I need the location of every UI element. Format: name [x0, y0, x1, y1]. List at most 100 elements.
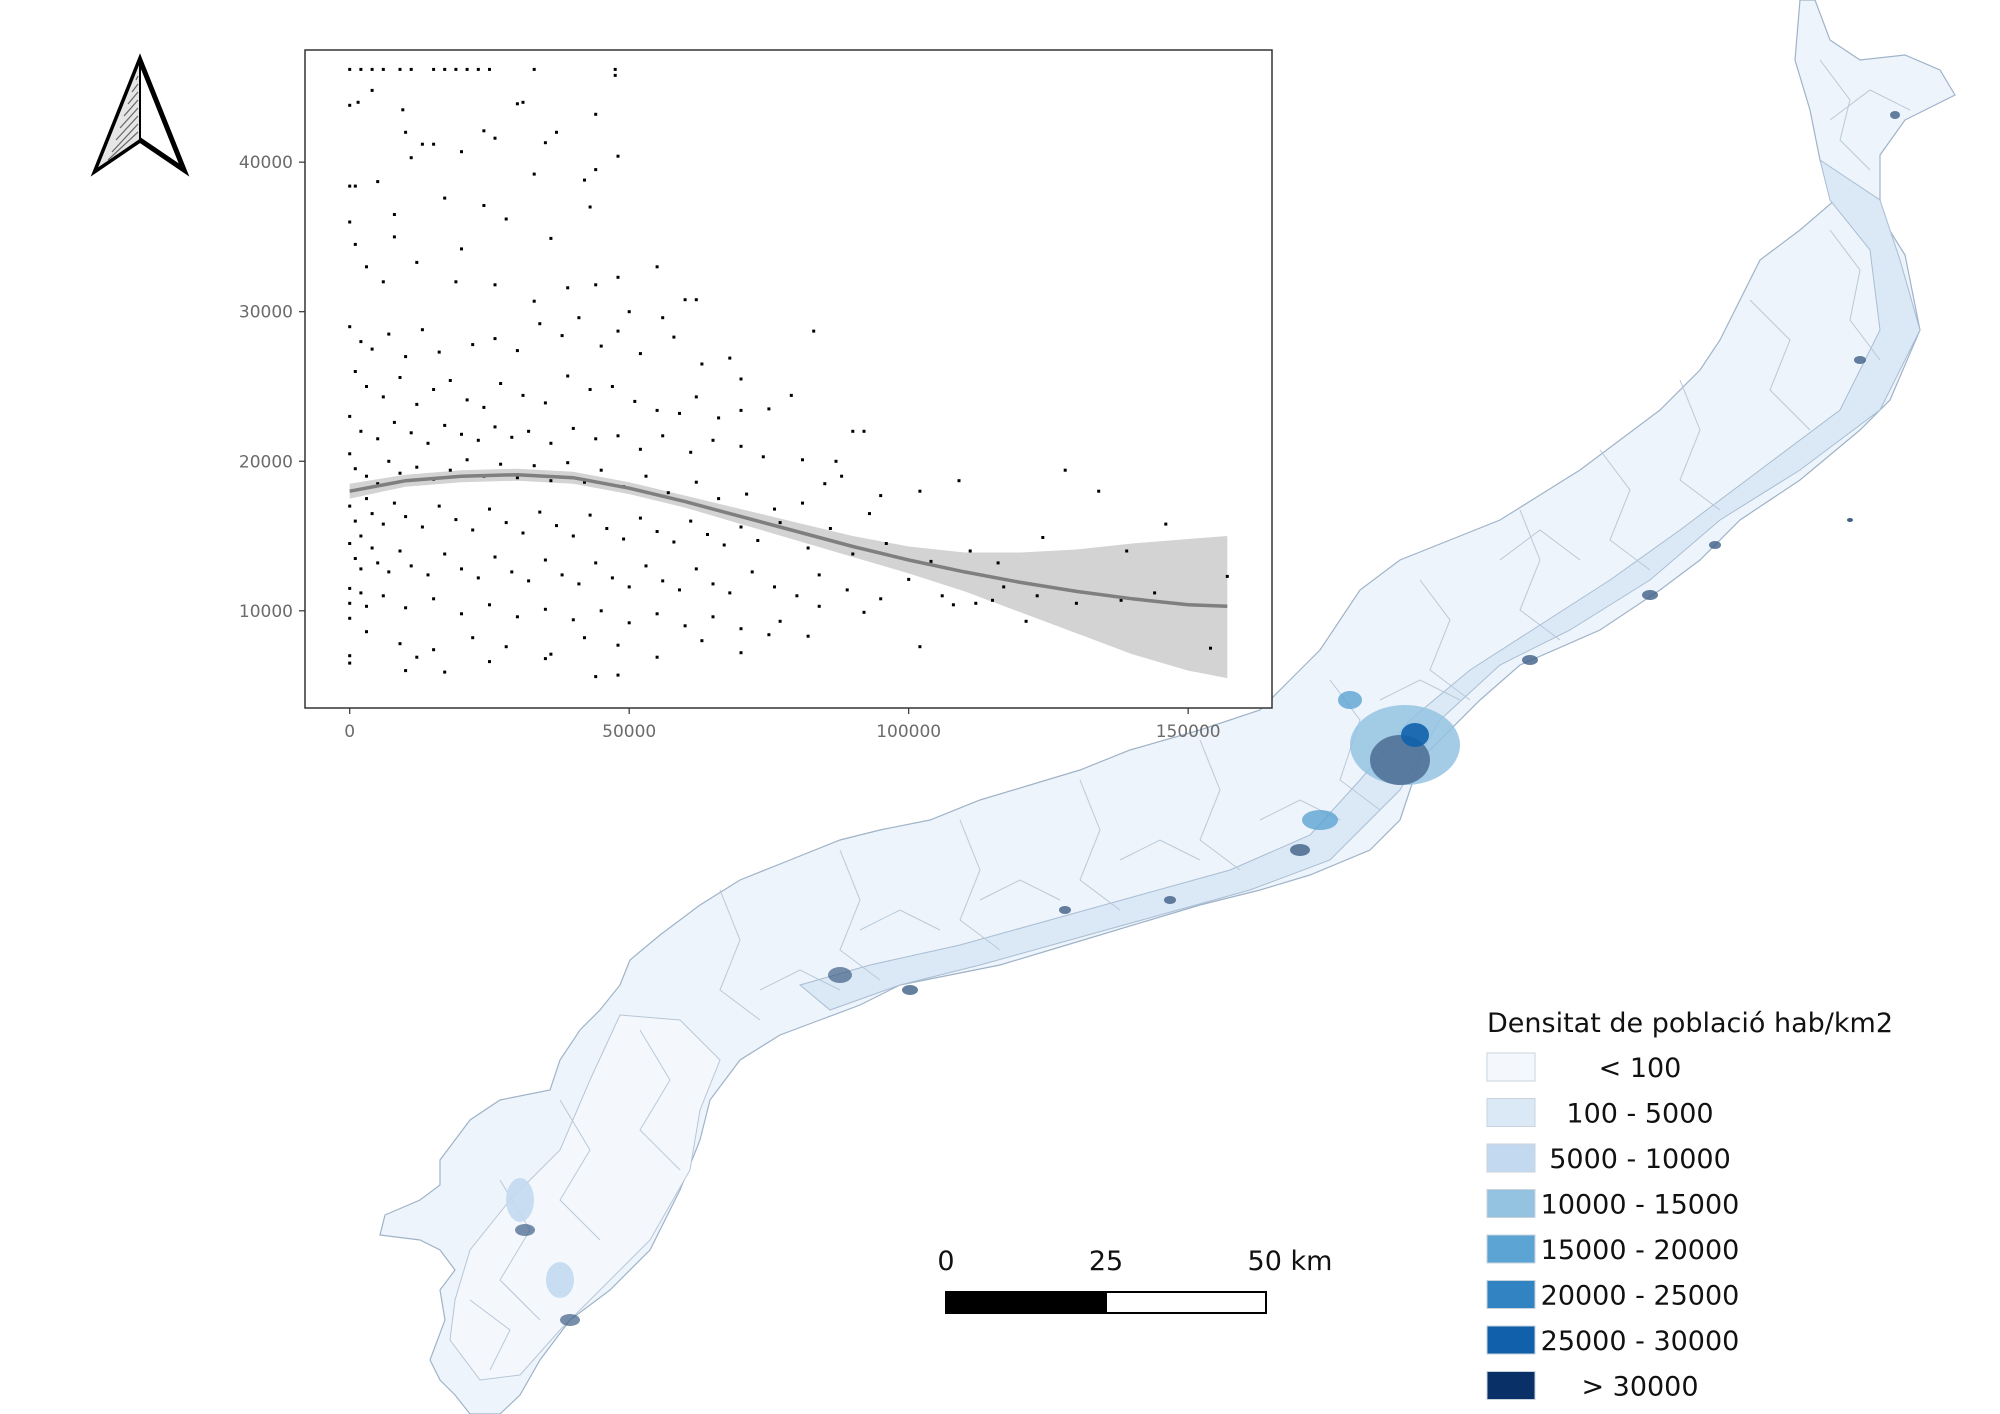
x-tick-label: 0 [344, 722, 355, 742]
data-point [661, 579, 665, 583]
data-point [778, 521, 782, 525]
data-point [370, 67, 374, 71]
data-point [739, 444, 743, 448]
data-point [521, 393, 525, 397]
data-point [465, 67, 469, 71]
data-point [460, 432, 463, 436]
data-point [465, 458, 469, 462]
data-point [348, 452, 352, 456]
data-point [655, 655, 659, 659]
data-point [415, 402, 419, 406]
data-point [370, 546, 374, 550]
legend-swatch [1486, 1189, 1536, 1218]
data-point [750, 570, 754, 574]
municipal-boundaries [469, 59, 1911, 1371]
y-axis: 10000 20000 30000 40000 [239, 153, 305, 622]
data-point [678, 588, 681, 592]
data-point [655, 265, 659, 269]
data-point [711, 582, 715, 586]
data-point [353, 242, 357, 246]
data-point [432, 142, 436, 146]
data-point [1164, 522, 1168, 526]
data-point [1125, 549, 1129, 553]
data-point [460, 612, 463, 616]
legend-label: 25000 - 30000 [1541, 1326, 1740, 1357]
data-point [404, 669, 408, 673]
data-point [1002, 585, 1006, 589]
legend-title: Densitat de població hab/km2 [1487, 1008, 1893, 1039]
data-point [711, 438, 715, 442]
data-point [527, 429, 531, 433]
data-point [499, 382, 503, 385]
data-point [560, 573, 564, 577]
data-point [655, 408, 659, 412]
data-point [957, 479, 961, 483]
data-point [437, 504, 441, 508]
data-point [1035, 594, 1039, 598]
legend-item: 10000 - 15000 [1486, 1189, 1739, 1221]
scatter-chart: 0 50000 100000 150000 10000 20000 30000 40000 [239, 49, 1273, 742]
data-point [672, 335, 676, 339]
data-point [683, 624, 687, 628]
data-point [454, 280, 458, 284]
data-point [884, 542, 888, 545]
y-tick-label: 40000 [239, 153, 293, 173]
x-tick-label: 50000 [602, 722, 656, 742]
data-point [1153, 591, 1157, 595]
data-point [879, 494, 883, 498]
scale-label-25: 25 [1089, 1246, 1123, 1277]
scale-bar: 0 25 50 km [937, 1246, 1332, 1314]
data-point [488, 603, 491, 607]
data-point [356, 100, 360, 104]
data-point [415, 655, 419, 659]
data-point [627, 585, 631, 589]
data-point [476, 576, 480, 580]
y-tick-label: 10000 [239, 602, 293, 622]
data-point [594, 675, 598, 679]
data-point [633, 399, 637, 403]
data-point [359, 340, 363, 344]
data-point [359, 567, 363, 571]
data-point [622, 537, 626, 541]
data-point [510, 435, 514, 439]
data-point [365, 265, 368, 269]
legend-label: 100 - 5000 [1566, 1099, 1713, 1130]
data-point [353, 467, 357, 471]
data-point [348, 601, 352, 605]
data-point [929, 559, 933, 563]
data-point [566, 374, 570, 378]
data-point [392, 420, 396, 424]
data-point [353, 370, 357, 373]
data-point [588, 388, 592, 391]
data-point [918, 489, 922, 493]
data-point [381, 522, 385, 526]
data-point [365, 630, 368, 634]
data-point [594, 168, 598, 172]
data-point [801, 458, 804, 462]
urban-hotspots [506, 111, 1900, 1326]
data-point [1097, 489, 1101, 493]
data-point [789, 393, 793, 397]
y-tick-label: 20000 [239, 452, 293, 472]
legend-swatch [1486, 1234, 1536, 1264]
data-point [476, 438, 480, 442]
data-point [527, 579, 531, 583]
data-point [376, 561, 380, 565]
data-point [460, 150, 463, 154]
data-point [348, 586, 352, 590]
legend-swatch [1486, 1280, 1536, 1309]
data-point [543, 401, 547, 405]
data-point [638, 516, 642, 520]
data-point [510, 570, 514, 574]
data-point [488, 67, 491, 71]
legend-items: < 100 100 - 5000 5000 - 10000 10000 - 15000… [1486, 1052, 1740, 1403]
data-point [404, 515, 408, 519]
data-point [348, 542, 352, 545]
data-point [627, 621, 631, 625]
data-point [549, 479, 553, 483]
data-point [404, 130, 408, 134]
data-point [583, 480, 586, 484]
coastline-map [379, 0, 1956, 1414]
data-point [773, 585, 776, 589]
legend-swatch [1486, 1098, 1536, 1127]
